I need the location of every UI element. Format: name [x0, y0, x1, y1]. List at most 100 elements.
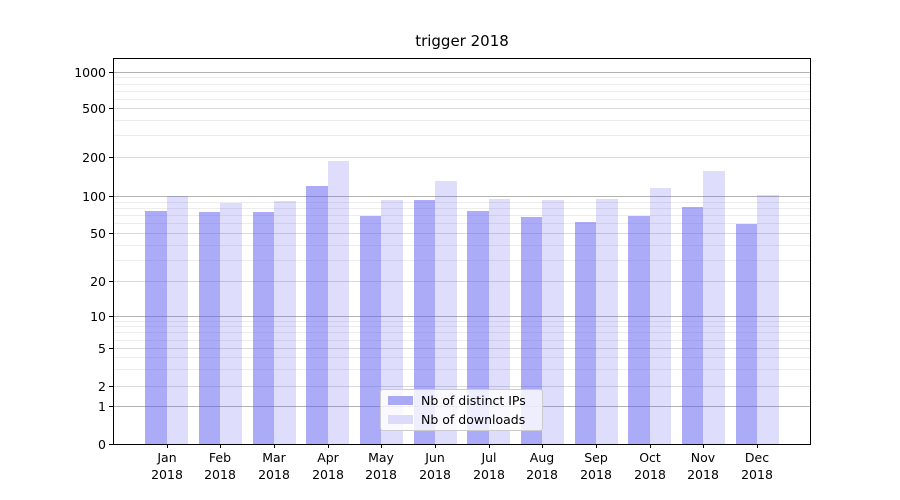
legend: Nb of distinct IPs Nb of downloads: [380, 389, 543, 431]
bar-nb-of-distinct-ips-feb: [198, 212, 221, 444]
y-tick-label-1: 1: [98, 398, 106, 414]
y-tick-mark-20: [109, 281, 113, 282]
y-tick-label-500: 500: [82, 100, 106, 116]
gridline-70: [114, 215, 810, 216]
bar-nb-of-distinct-ips-mar: [252, 212, 275, 444]
gridline-400: [114, 120, 810, 121]
y-tick-mark-50: [109, 233, 113, 234]
x-tick-mark-apr: [328, 444, 329, 448]
bar-nb-of-distinct-ips-nov: [681, 206, 704, 444]
bar-nb-of-downloads-feb: [220, 202, 242, 444]
bar-nb-of-distinct-ips-jan: [145, 211, 167, 444]
bar-nb-of-downloads-sep: [596, 199, 618, 444]
bar-nb-of-downloads-dec: [757, 194, 779, 444]
legend-item-distinct-ips: Nb of distinct IPs: [388, 393, 542, 408]
y-tick-label-0: 0: [98, 436, 106, 452]
bar-nb-of-downloads-may: [381, 199, 403, 444]
y-tick-label-5: 5: [98, 340, 106, 356]
x-tick-mark-feb: [220, 444, 221, 448]
gridline-6: [114, 340, 810, 341]
y-tick-mark-0: [109, 444, 113, 445]
bar-nb-of-distinct-ips-sep: [574, 222, 597, 444]
bar-nb-of-downloads-oct: [649, 188, 672, 444]
x-tick-mark-jun: [435, 444, 436, 448]
legend-swatch-distinct-ips: [388, 396, 413, 405]
y-tick-label-20: 20: [90, 273, 106, 289]
gridline-80: [114, 208, 810, 209]
x-tick-label-may: May 2018: [365, 450, 397, 482]
gridline-7: [114, 332, 810, 333]
legend-label-downloads: Nb of downloads: [421, 412, 526, 427]
gridline-30: [114, 260, 810, 261]
x-tick-mark-oct: [650, 444, 651, 448]
x-tick-mark-nov: [703, 444, 704, 448]
gridline-40: [114, 245, 810, 246]
x-tick-mark-may: [381, 444, 382, 448]
gridline-8: [114, 326, 810, 327]
gridline-10: [114, 316, 810, 317]
bar-nb-of-downloads-jun: [435, 181, 457, 444]
gridline-5: [114, 348, 810, 349]
bar-nb-of-downloads-apr: [327, 161, 350, 444]
x-tick-label-oct: Oct 2018: [634, 450, 666, 482]
gridline-4: [114, 357, 810, 358]
gridline-600: [114, 99, 810, 100]
bar-nb-of-distinct-ips-apr: [306, 185, 328, 444]
y-tick-label-1000: 1000: [74, 64, 106, 80]
y-tick-mark-500: [109, 108, 113, 109]
x-tick-mark-dec: [757, 444, 758, 448]
gridline-1000: [114, 72, 810, 73]
gridline-800: [114, 84, 810, 85]
bar-nb-of-distinct-ips-may: [359, 215, 382, 444]
y-tick-label-200: 200: [82, 149, 106, 165]
x-tick-label-dec: Dec 2018: [741, 450, 773, 482]
bar-nb-of-downloads-jan: [166, 196, 189, 444]
gridline-2: [114, 386, 810, 387]
gridline-500: [114, 108, 810, 109]
bar-nb-of-distinct-ips-dec: [735, 224, 758, 444]
y-tick-mark-10: [109, 316, 113, 317]
gridline-900: [114, 77, 810, 78]
legend-label-distinct-ips: Nb of distinct IPs: [421, 393, 526, 408]
gridline-50: [114, 233, 810, 234]
bar-nb-of-distinct-ips-jun: [413, 200, 436, 444]
bar-nb-of-distinct-ips-aug: [520, 216, 543, 444]
y-tick-mark-2: [109, 386, 113, 387]
x-tick-label-nov: Nov 2018: [687, 450, 719, 482]
x-tick-label-jan: Jan 2018: [151, 450, 183, 482]
x-tick-mark-jul: [489, 444, 490, 448]
x-tick-mark-jan: [167, 444, 168, 448]
x-tick-label-apr: Apr 2018: [312, 450, 344, 482]
y-tick-mark-1: [109, 406, 113, 407]
gridline-200: [114, 157, 810, 158]
bar-nb-of-downloads-aug: [542, 200, 564, 444]
gridline-90: [114, 202, 810, 203]
gridline-20: [114, 281, 810, 282]
bar-nb-of-distinct-ips-jul: [467, 211, 489, 444]
bar-nb-of-distinct-ips-oct: [628, 215, 650, 444]
gridline-300: [114, 135, 810, 136]
y-tick-mark-1000: [109, 72, 113, 73]
x-tick-label-sep: Sep 2018: [580, 450, 612, 482]
x-tick-mark-sep: [596, 444, 597, 448]
legend-item-downloads: Nb of downloads: [388, 412, 542, 427]
gridline-3: [114, 369, 810, 370]
x-tick-label-feb: Feb 2018: [204, 450, 236, 482]
y-tick-label-100: 100: [82, 188, 106, 204]
x-tick-mark-mar: [274, 444, 275, 448]
plot-area: Nb of distinct IPs Nb of downloads: [113, 58, 811, 445]
gridline-700: [114, 91, 810, 92]
y-tick-label-2: 2: [98, 378, 106, 394]
x-tick-label-jun: Jun 2018: [419, 450, 451, 482]
y-tick-label-50: 50: [90, 225, 106, 241]
x-tick-label-mar: Mar 2018: [258, 450, 290, 482]
legend-swatch-downloads: [388, 415, 413, 424]
gridline-9: [114, 321, 810, 322]
y-tick-mark-5: [109, 348, 113, 349]
y-tick-mark-200: [109, 157, 113, 158]
chart-title: trigger 2018: [415, 32, 509, 50]
gridline-100: [114, 196, 810, 197]
bar-nb-of-downloads-mar: [274, 201, 296, 444]
x-tick-label-aug: Aug 2018: [526, 450, 558, 482]
